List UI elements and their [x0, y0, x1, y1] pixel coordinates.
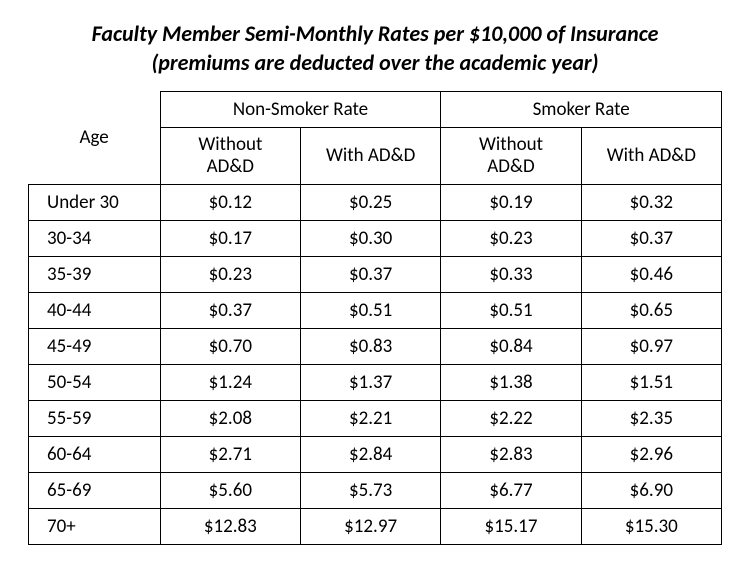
cell-rate: $0.84	[441, 328, 581, 364]
cell-rate: $2.35	[581, 400, 721, 436]
table-body: Under 30$0.12$0.25$0.19$0.3230-34$0.17$0…	[29, 184, 722, 544]
title-line-2: (premiums are deducted over the academic…	[151, 49, 598, 76]
cell-age: 70+	[29, 508, 161, 544]
table-row: 30-34$0.17$0.30$0.23$0.37	[29, 220, 722, 256]
table-row: 65-69$5.60$5.73$6.77$6.90	[29, 472, 722, 508]
cell-rate: $0.12	[160, 184, 300, 220]
cell-rate: $12.83	[160, 508, 300, 544]
cell-rate: $0.37	[300, 256, 440, 292]
title-line-1: Faculty Member Semi-Monthly Rates per $1…	[92, 20, 659, 47]
cell-age: 50-54	[29, 364, 161, 400]
table-header: Age Non-Smoker Rate Smoker Rate Without …	[29, 92, 722, 185]
cell-rate: $0.25	[300, 184, 440, 220]
cell-rate: $0.23	[441, 220, 581, 256]
cell-rate: $6.77	[441, 472, 581, 508]
cell-rate: $0.97	[581, 328, 721, 364]
table-row: 50-54$1.24$1.37$1.38$1.51	[29, 364, 722, 400]
cell-age: 30-34	[29, 220, 161, 256]
table-row: 70+$12.83$12.97$15.17$15.30	[29, 508, 722, 544]
cell-rate: $6.90	[581, 472, 721, 508]
cell-rate: $2.22	[441, 400, 581, 436]
cell-rate: $0.30	[300, 220, 440, 256]
cell-rate: $12.97	[300, 508, 440, 544]
cell-rate: $2.84	[300, 436, 440, 472]
cell-rate: $0.70	[160, 328, 300, 364]
cell-rate: $2.21	[300, 400, 440, 436]
table-row: 45-49$0.70$0.83$0.84$0.97	[29, 328, 722, 364]
cell-rate: $0.23	[160, 256, 300, 292]
cell-rate: $0.19	[441, 184, 581, 220]
cell-rate: $15.30	[581, 508, 721, 544]
cell-age: 40-44	[29, 292, 161, 328]
rates-table: Age Non-Smoker Rate Smoker Rate Without …	[28, 91, 722, 545]
col-group-nonsmoker: Non-Smoker Rate	[160, 92, 441, 128]
col-group-smoker: Smoker Rate	[441, 92, 722, 128]
col-ns-with-add: With AD&D	[300, 128, 440, 185]
cell-age: 55-59	[29, 400, 161, 436]
cell-rate: $2.71	[160, 436, 300, 472]
table-row: 40-44$0.37$0.51$0.51$0.65	[29, 292, 722, 328]
cell-age: 35-39	[29, 256, 161, 292]
cell-rate: $5.73	[300, 472, 440, 508]
cell-rate: $1.24	[160, 364, 300, 400]
cell-rate: $0.37	[581, 220, 721, 256]
cell-rate: $0.37	[160, 292, 300, 328]
cell-rate: $0.65	[581, 292, 721, 328]
cell-age: 45-49	[29, 328, 161, 364]
cell-rate: $2.96	[581, 436, 721, 472]
table-row: 60-64$2.71$2.84$2.83$2.96	[29, 436, 722, 472]
cell-rate: $0.51	[300, 292, 440, 328]
cell-rate: $5.60	[160, 472, 300, 508]
cell-rate: $0.51	[441, 292, 581, 328]
cell-rate: $0.46	[581, 256, 721, 292]
table-row: 35-39$0.23$0.37$0.33$0.46	[29, 256, 722, 292]
table-row: Under 30$0.12$0.25$0.19$0.32	[29, 184, 722, 220]
cell-rate: $0.83	[300, 328, 440, 364]
table-row: 55-59$2.08$2.21$2.22$2.35	[29, 400, 722, 436]
cell-rate: $0.17	[160, 220, 300, 256]
cell-rate: $1.37	[300, 364, 440, 400]
cell-rate: $15.17	[441, 508, 581, 544]
col-s-with-add: With AD&D	[581, 128, 721, 185]
page-container: Faculty Member Semi-Monthly Rates per $1…	[0, 0, 750, 565]
cell-rate: $1.51	[581, 364, 721, 400]
cell-rate: $1.38	[441, 364, 581, 400]
cell-age: 60-64	[29, 436, 161, 472]
cell-rate: $2.83	[441, 436, 581, 472]
cell-rate: $0.33	[441, 256, 581, 292]
cell-rate: $2.08	[160, 400, 300, 436]
col-ns-without-add: Without AD&D	[160, 128, 300, 185]
cell-rate: $0.32	[581, 184, 721, 220]
cell-age: Under 30	[29, 184, 161, 220]
cell-age: 65-69	[29, 472, 161, 508]
col-age: Age	[29, 92, 161, 185]
col-s-without-add: Without AD&D	[441, 128, 581, 185]
page-title: Faculty Member Semi-Monthly Rates per $1…	[28, 20, 722, 77]
